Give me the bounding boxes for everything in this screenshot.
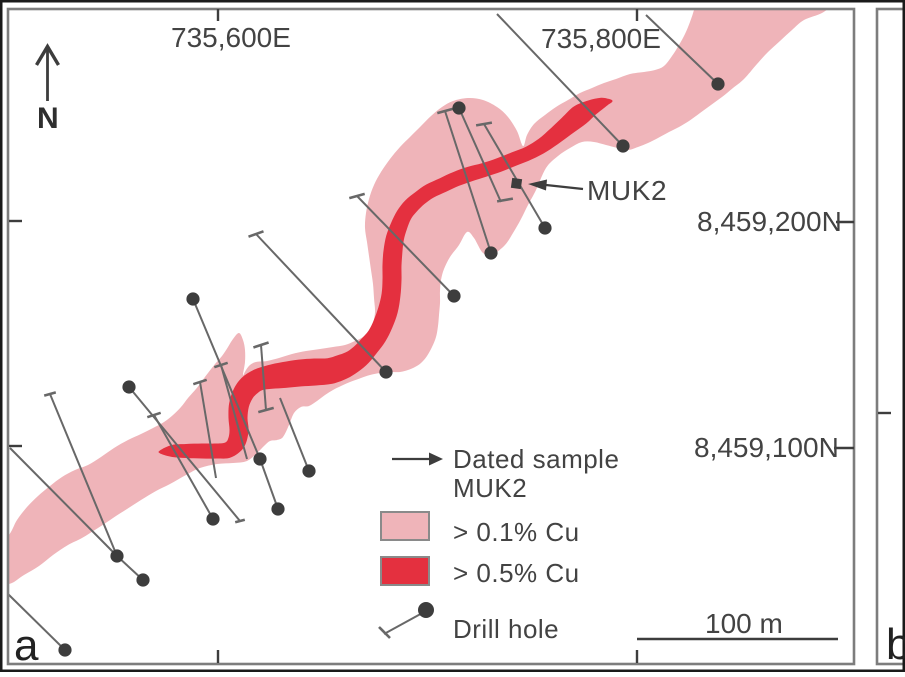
svg-text:> 0.1% Cu: > 0.1% Cu	[453, 517, 580, 547]
svg-text:N: N	[37, 102, 59, 135]
svg-text:735,800E: 735,800E	[541, 23, 661, 54]
svg-text:Drill hole: Drill hole	[453, 614, 559, 644]
svg-text:a: a	[14, 621, 39, 670]
svg-text:MUK2: MUK2	[587, 175, 667, 206]
svg-text:100 m: 100 m	[705, 608, 783, 639]
svg-text:> 0.5% Cu: > 0.5% Cu	[453, 558, 580, 588]
svg-text:b: b	[886, 620, 905, 669]
svg-text:Dated sample: Dated sample	[453, 444, 619, 474]
svg-text:8,459,200N: 8,459,200N	[697, 206, 842, 237]
svg-text:735,600E: 735,600E	[171, 22, 291, 53]
svg-text:MUK2: MUK2	[453, 473, 527, 503]
svg-text:8,459,100N: 8,459,100N	[694, 432, 839, 463]
